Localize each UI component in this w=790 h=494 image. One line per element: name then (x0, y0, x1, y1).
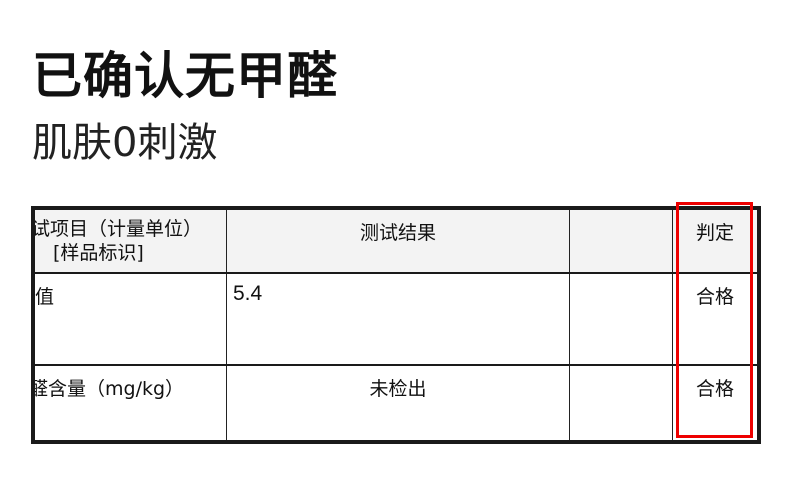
header-item-line1: 试项目（计量单位） (35, 218, 203, 240)
table-header-row: 试项目（计量单位） [样品标识] 测试结果 判定 (35, 210, 757, 274)
header-item-line2: [样品标识] (53, 242, 144, 264)
header-verdict-cell: 判定 (695, 222, 734, 244)
test-report-table: 试项目（计量单位） [样品标识] 测试结果 判定 值 5.4 合格 醛含量（mg… (31, 206, 761, 444)
row-blank-cell (570, 274, 673, 364)
row-verdict-cell: 合格 (695, 286, 734, 308)
header-item-cell: 试项目（计量单位） [样品标识] (35, 210, 227, 272)
headline-subtitle: 肌肤0刺激 (32, 120, 218, 166)
header-blank-cell (570, 210, 673, 272)
row-result-cell: 5.4 (227, 274, 570, 364)
table-row: 醛含量（mg/kg） 未检出 合格 (35, 366, 757, 440)
row-item-cell: 醛含量（mg/kg） (35, 366, 227, 440)
headline-title: 已确认无甲醛 (32, 47, 338, 105)
row-result-cell: 未检出 (227, 366, 570, 440)
row-blank-cell (570, 366, 673, 440)
verdict-highlight-box (676, 202, 753, 438)
table-row: 值 5.4 合格 (35, 274, 757, 366)
row-item-cell: 值 (35, 274, 227, 364)
row-verdict-cell: 合格 (695, 378, 734, 400)
header-result-cell: 测试结果 (227, 210, 570, 272)
